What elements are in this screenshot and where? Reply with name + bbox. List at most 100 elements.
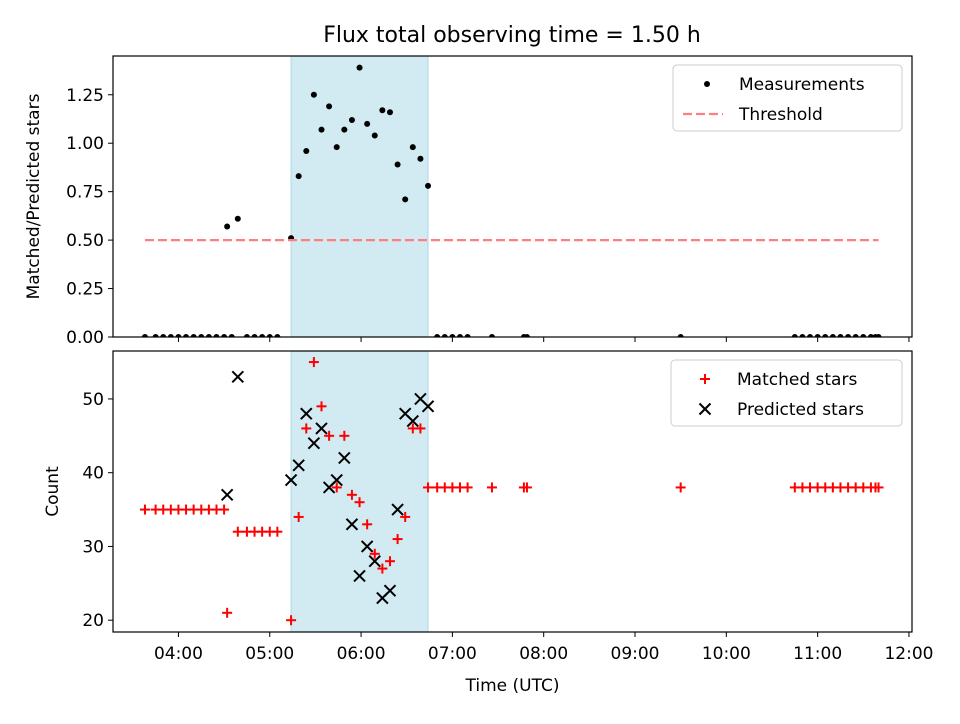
measurements-point [243, 334, 250, 337]
x-b [220, 488, 234, 502]
predicted-stars-point [360, 540, 374, 553]
observing-window-span [290, 55, 429, 338]
x-b [406, 414, 420, 428]
measurements-point [295, 173, 302, 180]
measurements-point [371, 132, 378, 139]
measurements-point [425, 182, 432, 189]
x-tick-label: 12:00 [884, 644, 933, 664]
matched-stars-point [392, 534, 403, 545]
matched-stars-point [675, 482, 686, 493]
measurements-point [326, 103, 333, 110]
x-b [383, 584, 397, 597]
matched-stars-point [293, 511, 304, 522]
measurements-point [341, 126, 348, 133]
y-tick-label: 1.25 [66, 86, 104, 106]
matched-stars-point [377, 563, 388, 574]
x-tick-label: 06:00 [337, 644, 386, 664]
measurements-point [799, 334, 806, 337]
matched-stars-point [139, 504, 150, 515]
matched-stars-point [346, 489, 357, 500]
predicted-stars-point [307, 436, 321, 450]
matched-stars-point [286, 615, 297, 626]
measurements-point [379, 107, 386, 114]
y-tick-label: 20 [82, 611, 104, 631]
measurements-point [141, 334, 148, 337]
matched-stars-point [521, 482, 532, 493]
measurements-point [852, 334, 859, 337]
matched-stars-point [308, 357, 319, 368]
matched-stars-point [316, 401, 327, 412]
observing-window-span [290, 350, 429, 633]
matched-stars-point [272, 526, 283, 537]
measurements-point [333, 144, 340, 151]
x-b [284, 473, 298, 487]
x-b [391, 503, 404, 516]
x-b [345, 518, 359, 531]
legend-marker-matched [700, 374, 710, 384]
predicted-stars-point [345, 518, 359, 531]
legend-label: Threshold [738, 105, 823, 125]
x-tick-label: 08:00 [519, 644, 568, 664]
measurements-point [409, 144, 416, 151]
x-b [421, 400, 435, 413]
predicted-stars-point [292, 459, 305, 472]
matched-stars-point [331, 482, 342, 493]
x-b [353, 569, 366, 583]
matched-stars-point [339, 430, 350, 441]
measurements-point [364, 120, 371, 127]
legend-box [670, 359, 903, 427]
x-tick-label: 10:00 [702, 644, 751, 664]
y-tick-label: 40 [82, 464, 104, 484]
y-axis-label: Count [43, 466, 63, 517]
ratio-panel: 0.00 0.25 0.50 0.75 1.00 1.25 Matched/Predicte… [24, 55, 913, 348]
predicted-stars-point [338, 451, 351, 465]
measurements-point [198, 334, 205, 337]
legend: Matched stars Predicted stars [670, 359, 903, 427]
x-tick-label: 05:00 [245, 644, 294, 664]
measurements-point [183, 334, 190, 337]
x-tick-label: 09:00 [611, 644, 660, 664]
x-b [300, 407, 313, 420]
measurements-point [224, 223, 231, 230]
matched-stars-point [423, 482, 434, 493]
measurements-point [434, 334, 441, 337]
measurements-point [449, 334, 456, 337]
predicted-stars-point [353, 569, 366, 583]
measurements-point [822, 334, 829, 337]
measurements-point [867, 334, 874, 337]
measurements-point [441, 334, 448, 337]
predicted-stars-point [368, 554, 381, 568]
y-tick-label: 30 [82, 537, 104, 557]
matched-stars-point [324, 430, 335, 441]
measurements-point [829, 334, 836, 337]
x-tick-label: 04:00 [154, 644, 203, 664]
y-tick-label: 0.50 [66, 231, 104, 251]
measurements-point [221, 334, 228, 337]
measurements-point [175, 334, 182, 337]
measurements-point [167, 334, 174, 337]
plot-area [139, 357, 884, 626]
measurements-point [274, 334, 281, 337]
matched-stars-point [873, 482, 884, 493]
measurements-point [402, 196, 409, 203]
matched-stars-point [362, 519, 373, 530]
measurements-point [464, 334, 471, 337]
measurements-point [160, 334, 167, 337]
matched-stars-point [400, 511, 411, 522]
measurements-point [791, 334, 798, 337]
measurements-point [303, 147, 310, 154]
measurements-point [523, 334, 530, 337]
predicted-stars-point [220, 488, 234, 502]
axes-frame [112, 55, 913, 338]
measurements-point [234, 215, 241, 222]
measurements-point [318, 126, 325, 133]
predicted-stars-point [391, 503, 404, 516]
x-b [698, 402, 712, 416]
count-panel: 20 30 40 50 Count 04:00 05:00 06:00 07:00 08:00 09… [43, 350, 933, 696]
measurements-point [677, 334, 684, 337]
measurements-point [190, 334, 197, 337]
x-b [398, 407, 412, 420]
measurements-point [205, 334, 212, 337]
x-b [338, 451, 351, 465]
